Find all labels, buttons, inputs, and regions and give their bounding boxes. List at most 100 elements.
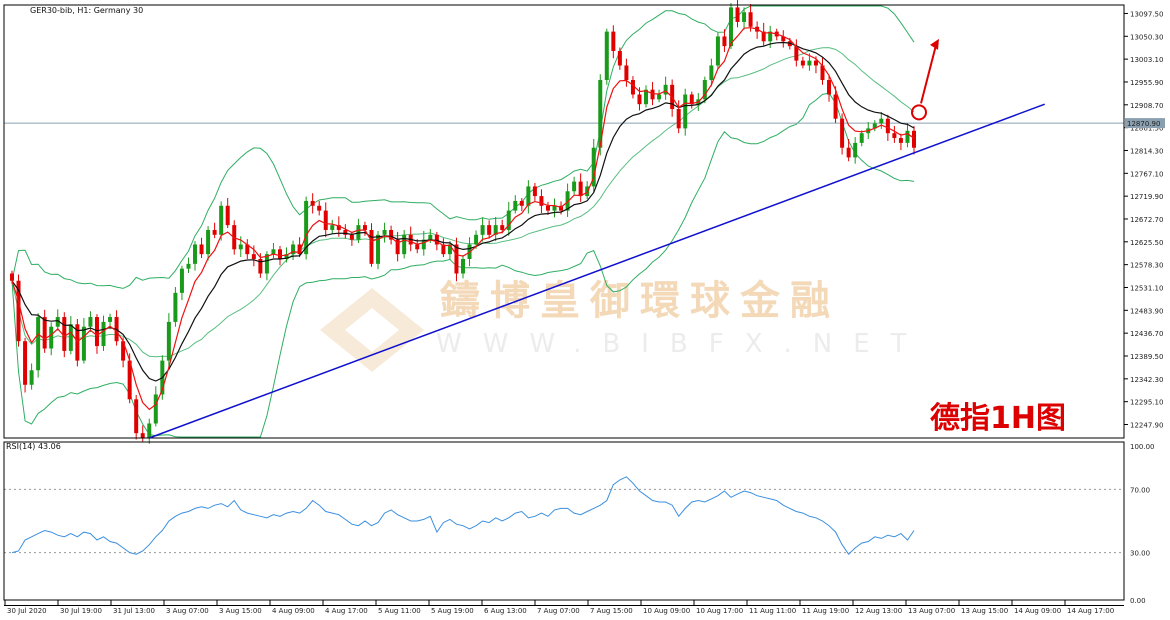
price-tick-label: 12767.10 [1130,170,1163,178]
candle-body [526,186,531,206]
candle-body [827,79,832,95]
axes: 13097.50 13050.30 13003.10 12955.90 12908.70… [3,4,1165,615]
rsi-tick-label: 100.00 [1130,443,1155,451]
time-tick-label: 7 Aug 07:00 [537,607,580,615]
candle-body [219,205,224,235]
price-tick-label: 12578.30 [1130,262,1163,270]
candle-body [147,423,152,438]
candle-body [68,324,73,351]
candle-body [513,200,518,211]
candle-body [186,263,191,269]
time-tick-label: 11 Aug 19:00 [802,607,849,615]
candle-body [624,65,629,80]
candle-body [291,244,296,255]
candle-body [88,317,93,327]
candle-body [415,244,420,250]
time-axis-line [4,605,1124,606]
candle-body [709,65,714,80]
candle-body [16,280,21,342]
candle-body [617,50,622,66]
candle-body [454,244,459,274]
candle-body [800,60,805,66]
candle-body [912,130,916,148]
candle-body [872,123,877,129]
candle-body [683,94,688,129]
annotations [148,38,1045,439]
candle-body [251,254,256,259]
candle-body [245,244,250,255]
time-tick-label: 13 Aug 15:00 [961,607,1008,615]
trend-line [148,103,1045,439]
candle-body [402,234,407,255]
candle-body [376,234,381,264]
candle-body [94,317,99,347]
candle-body [212,229,217,235]
time-tick-label: 11 Aug 11:00 [749,607,796,615]
candle-body [559,205,564,211]
ma-slow-line [11,41,915,382]
candle-body [121,341,126,361]
candle-body [284,254,289,259]
price-tick-label: 12861.50 [1130,125,1163,133]
candle-body [840,118,845,148]
candle-body [474,234,479,245]
candle-body [813,60,818,66]
candle-body [545,205,550,211]
ma-fast-line [11,27,915,411]
price-tick-label: 13050.30 [1130,33,1163,41]
candle-body [539,196,544,206]
candle-body [199,244,204,255]
rsi-pane [4,476,1124,555]
symbol-header: GER30-bib, H1: Germany 30 [30,6,143,15]
candle-body [578,181,583,197]
projection-arrow-shaft [920,41,938,104]
rsi-line [11,476,915,555]
candle-body [637,94,642,105]
time-tick-label: 6 Aug 13:00 [484,607,527,615]
candle-body [193,244,198,264]
candle-body [173,292,178,322]
candle-body [879,118,884,124]
candle-body [676,109,681,129]
time-tick-label: 5 Aug 11:00 [378,607,421,615]
candle-body [441,244,446,255]
price-tick-label: 12436.70 [1130,330,1163,338]
time-tick-label: 31 Jul 13:00 [113,607,155,615]
candle-body [480,225,485,235]
rsi-tick-label: 30.00 [1130,550,1150,558]
candle-body [742,12,747,22]
rsi-tick-label: 0.00 [1130,597,1146,605]
candle-body [650,89,655,100]
candle-body [277,249,282,259]
candle-body [794,46,799,61]
candle-body [225,205,230,226]
candle-body [846,147,851,158]
price-tick-label: 12389.50 [1130,353,1163,361]
candle-body [611,31,616,51]
candle-body [885,118,890,134]
rsi-label: RSI(14) 43.06 [6,442,61,451]
candle-body [382,229,387,235]
candle-body [644,89,649,105]
price-frame [3,4,1125,439]
candle-body [23,341,28,385]
candle-body [140,433,145,438]
candle-body [853,142,858,158]
candle-body [36,317,41,371]
candle-body [761,31,766,42]
rsi-frame [3,441,1125,601]
candle-body [657,94,662,100]
price-pane [4,0,1124,444]
candle-body [892,133,897,139]
candle-body [735,7,740,22]
candle-body [447,244,452,255]
candle-body [630,79,635,95]
candle-body [264,254,269,274]
candle-body [317,205,322,211]
watermark-cn: 鑄博皇御環球金融 [439,278,840,324]
time-tick-label: 5 Aug 19:00 [431,607,474,615]
time-tick-label: 4 Aug 09:00 [272,607,315,615]
price-tick-label: 12295.10 [1130,399,1163,407]
candle-body [62,317,67,351]
candle-body [81,326,86,361]
